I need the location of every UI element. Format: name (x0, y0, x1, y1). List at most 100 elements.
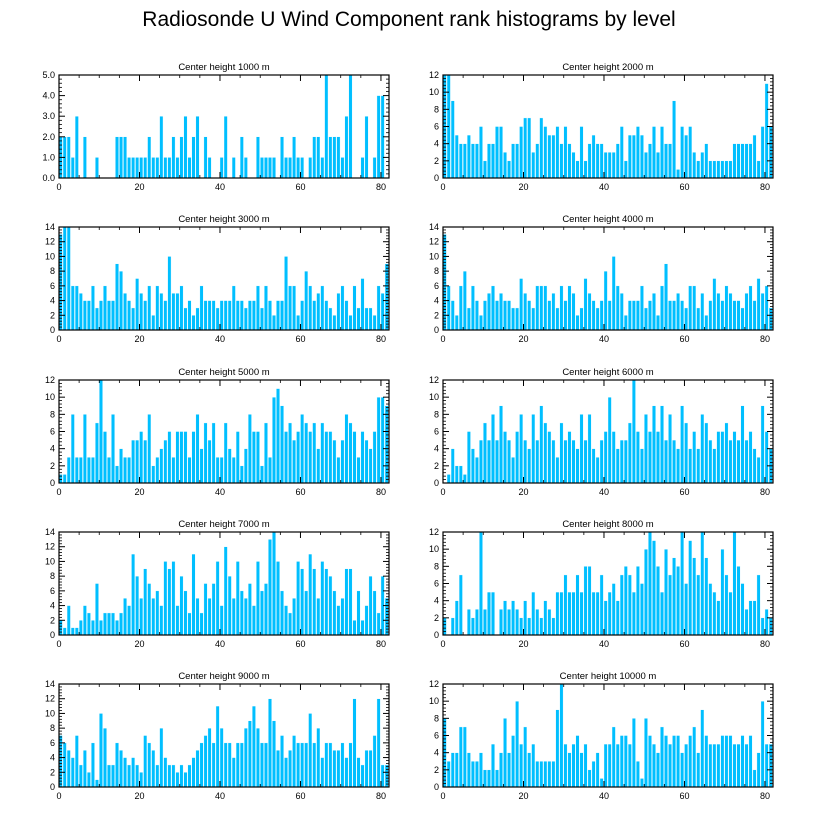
bar (260, 590, 264, 636)
bar (276, 561, 280, 636)
bar (664, 548, 668, 636)
bar (70, 157, 75, 179)
bar (179, 136, 184, 179)
bar (131, 439, 136, 484)
bar (187, 157, 192, 179)
bar (732, 531, 737, 636)
bar (450, 300, 455, 331)
bar (450, 752, 455, 788)
histogram-panel-9: Center height 9000 m 0 2 4 6 8 10 12 14 0 20 40 60 80 (45, 671, 390, 801)
bar (143, 568, 148, 636)
bar (320, 422, 325, 484)
bar (491, 591, 495, 636)
y-tick-label: 0 (434, 173, 439, 183)
bar (235, 561, 240, 636)
bar (744, 143, 749, 179)
bar (207, 727, 212, 788)
y-tick-label: 14 (45, 222, 55, 232)
bar (499, 126, 503, 179)
bar (368, 307, 373, 331)
bar (499, 752, 503, 788)
bar (107, 612, 111, 636)
bar (535, 609, 540, 636)
bar (680, 405, 685, 484)
bar (352, 285, 357, 331)
y-tick-label: 12 (429, 527, 439, 537)
bar (716, 431, 721, 484)
bar (635, 300, 640, 331)
bar (672, 439, 677, 484)
bar (712, 743, 717, 788)
y-tick-label: 8 (50, 723, 55, 733)
bar (115, 263, 119, 331)
bar (207, 439, 212, 484)
bar (163, 300, 168, 331)
bar (123, 457, 128, 484)
bar (231, 157, 236, 179)
bar (223, 300, 228, 331)
bar (368, 750, 373, 788)
bar (756, 574, 761, 636)
bar (559, 422, 564, 484)
bar (66, 226, 71, 331)
x-tick-label: 0 (56, 334, 61, 344)
bar (147, 285, 152, 331)
bar (752, 448, 757, 484)
bar (732, 743, 737, 788)
bar (652, 293, 656, 331)
bar (199, 612, 204, 636)
bar (288, 285, 293, 331)
bar (450, 448, 455, 484)
bar (66, 750, 71, 788)
bar (268, 457, 272, 484)
bar (491, 743, 495, 788)
bar (223, 115, 228, 179)
bar (748, 285, 753, 331)
bar (332, 136, 337, 179)
bar (171, 561, 176, 636)
bar (648, 531, 652, 636)
bar (740, 735, 745, 788)
bar (62, 474, 67, 484)
bar (551, 761, 556, 788)
bar (740, 307, 745, 331)
y-tick-label: 12 (45, 375, 55, 385)
x-tick-label: 20 (518, 334, 528, 344)
bar (479, 439, 483, 484)
bar (656, 752, 660, 788)
bar (239, 136, 244, 179)
x-tick-label: 40 (215, 334, 225, 344)
bar (364, 439, 369, 484)
bar (86, 457, 91, 484)
bar (219, 605, 224, 636)
bar (704, 143, 709, 179)
bar (203, 735, 208, 788)
bar (519, 617, 524, 636)
bar (579, 591, 584, 636)
bar (648, 143, 652, 179)
x-tick-label: 40 (599, 334, 609, 344)
bar (744, 609, 749, 636)
bar (470, 617, 475, 636)
x-tick-label: 80 (760, 182, 770, 192)
bar (470, 448, 475, 484)
bar (139, 293, 144, 331)
bar (99, 300, 103, 331)
bar (256, 727, 260, 788)
bar (380, 764, 385, 788)
bar (143, 157, 148, 179)
histogram-panel-6: Center height 6000 m 0 2 4 6 8 10 12 0 20 40 60 80 (429, 367, 774, 497)
bar (66, 136, 71, 179)
bar (684, 134, 689, 179)
bar (103, 612, 107, 636)
y-tick-label: 10 (429, 251, 439, 261)
y-tick-label: 0 (50, 630, 55, 640)
bar (623, 566, 628, 636)
bar (446, 285, 451, 331)
bar (712, 448, 717, 484)
bar (151, 598, 156, 636)
bar (660, 126, 664, 179)
bar (348, 568, 353, 636)
bar (748, 431, 753, 484)
bar (183, 772, 188, 788)
